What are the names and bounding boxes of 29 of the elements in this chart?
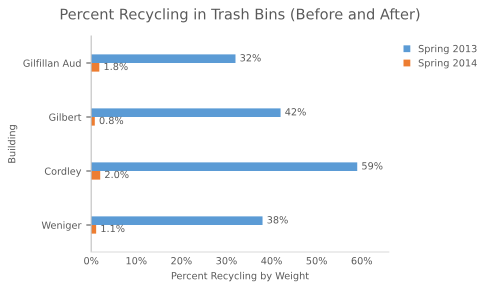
- y-axis-title: Building: [8, 125, 18, 163]
- data-label: 1.1%: [101, 224, 124, 232]
- data-label: 0.8%: [100, 116, 124, 124]
- chart-title: Percent Recycling in Trash Bins (Before and After): [60, 8, 420, 22]
- x-tick-label: 50%: [306, 257, 327, 264]
- data-label: 42%: [285, 108, 306, 116]
- data-label: 38%: [267, 216, 288, 224]
- y-tick-label: Weniger: [42, 221, 82, 231]
- y-tick-label: Gilfillan Aud: [23, 59, 81, 67]
- y-tick-label: Gilbert: [49, 113, 82, 121]
- data-label: 32%: [240, 54, 261, 62]
- data-label: 1.8%: [104, 62, 128, 70]
- bar: [91, 162, 358, 171]
- x-tick-label: 10%: [126, 257, 147, 264]
- bar: [91, 54, 236, 63]
- x-tick-label: 40%: [261, 257, 282, 264]
- x-tick-label: 0%: [84, 257, 98, 264]
- bar: [91, 63, 100, 72]
- x-tick-label: 60%: [352, 257, 372, 264]
- bar: [91, 108, 281, 117]
- legend-label: Spring 2013: [418, 44, 477, 54]
- data-label: 59%: [362, 162, 382, 170]
- x-tick-label: 30%: [216, 257, 237, 264]
- data-label: 2.0%: [105, 170, 129, 178]
- x-axis-title: Percent Recycling by Weight: [172, 272, 309, 282]
- x-tick-label: 20%: [171, 257, 192, 264]
- y-tick-label: Cordley: [44, 167, 82, 177]
- bar: [91, 216, 263, 225]
- legend-label: Spring 2014: [418, 59, 477, 68]
